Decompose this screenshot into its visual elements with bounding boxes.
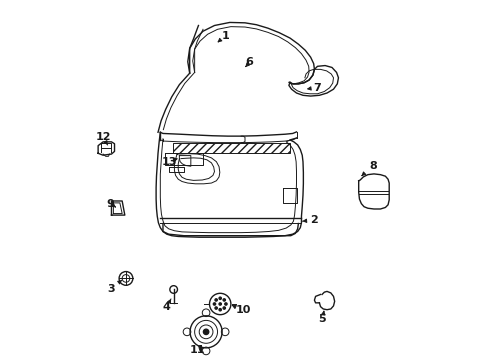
Text: 3: 3 xyxy=(107,280,122,294)
Circle shape xyxy=(215,299,217,301)
Circle shape xyxy=(213,303,216,305)
Circle shape xyxy=(219,297,221,300)
Polygon shape xyxy=(172,143,290,153)
Text: 9: 9 xyxy=(107,199,116,209)
Circle shape xyxy=(219,303,221,305)
Circle shape xyxy=(225,303,227,305)
Text: 8: 8 xyxy=(362,161,377,176)
Circle shape xyxy=(215,307,217,309)
Circle shape xyxy=(223,299,225,301)
Text: 12: 12 xyxy=(96,132,111,145)
Circle shape xyxy=(219,309,221,311)
Text: 7: 7 xyxy=(308,83,320,93)
Text: 5: 5 xyxy=(318,311,326,324)
Text: 4: 4 xyxy=(163,299,171,312)
Text: 1: 1 xyxy=(218,31,229,42)
Text: 10: 10 xyxy=(232,306,251,315)
Text: 13: 13 xyxy=(162,157,177,167)
Circle shape xyxy=(223,307,225,309)
Text: 6: 6 xyxy=(245,58,253,67)
Circle shape xyxy=(203,329,209,334)
Text: 2: 2 xyxy=(302,215,318,225)
Text: 11: 11 xyxy=(190,345,205,355)
